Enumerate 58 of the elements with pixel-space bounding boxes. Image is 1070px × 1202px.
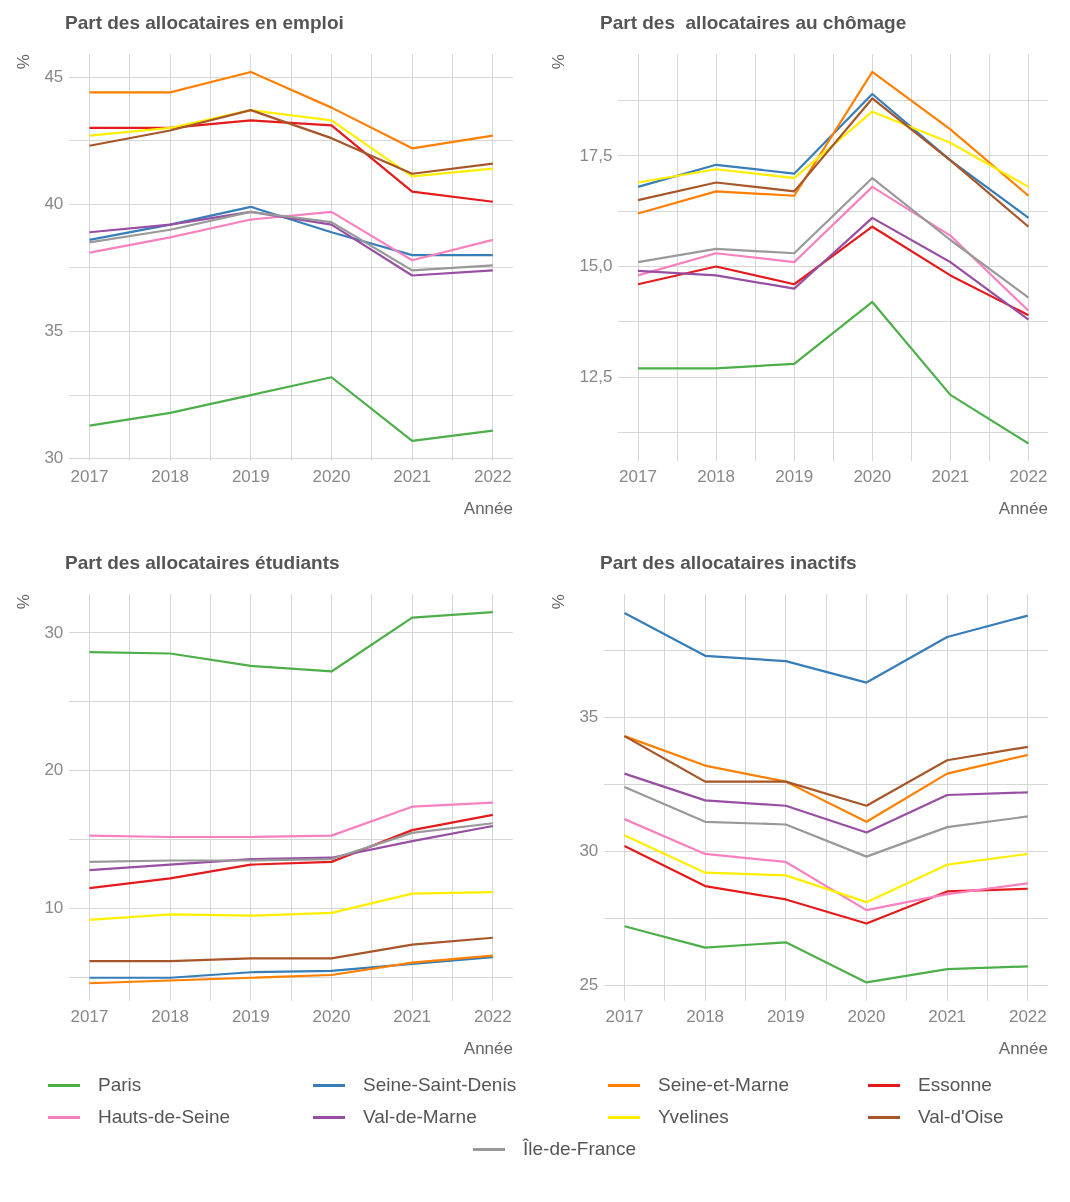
chart-title: Part des allocataires inactifs <box>600 552 858 574</box>
x-tick-label: 2018 <box>151 1007 190 1027</box>
y-axis-title: % <box>13 594 33 610</box>
legend-label: Seine-et-Marne <box>658 1074 789 1096</box>
x-tick-label: 2019 <box>231 467 270 487</box>
y-tick-label: 35 <box>579 707 599 727</box>
y-tick-label: 40 <box>44 193 64 213</box>
y-axis-title: % <box>13 54 33 70</box>
x-axis-title: Année <box>998 499 1048 519</box>
x-tick-label: 2020 <box>312 467 351 487</box>
y-axis-title: % <box>548 594 568 610</box>
y-tick-label: 25 <box>579 974 599 994</box>
legend-label: Paris <box>98 1074 142 1096</box>
y-tick-label: 35 <box>44 321 64 341</box>
x-tick-label: 2018 <box>697 467 736 487</box>
x-tick-label: 2017 <box>70 1007 109 1027</box>
x-axis-title: Année <box>463 499 513 519</box>
x-tick-label: 2017 <box>70 467 109 487</box>
x-tick-label: 2017 <box>619 467 657 487</box>
x-tick-label: 2022 <box>473 1007 512 1027</box>
x-axis-title: Année <box>998 1039 1048 1059</box>
x-tick-label: 2021 <box>393 467 432 487</box>
y-tick-label: 12,5 <box>579 366 613 386</box>
chart-title: Part des allocataires au chômage <box>600 12 908 34</box>
x-tick-label: 2018 <box>686 1007 725 1027</box>
x-tick-label: 2021 <box>928 1007 967 1027</box>
x-tick-label: 2022 <box>473 467 512 487</box>
y-tick-label: 45 <box>44 66 64 86</box>
legend-label: Val-d'Oise <box>918 1106 1004 1128</box>
y-tick-label: 10 <box>44 898 64 918</box>
x-tick-label: 2020 <box>847 1007 886 1027</box>
y-tick-label: 30 <box>579 840 599 860</box>
x-tick-label: 2022 <box>1008 1007 1047 1027</box>
legend-label: Val-de-Marne <box>363 1106 477 1128</box>
x-tick-label: 2020 <box>853 467 892 487</box>
legend-label: Yvelines <box>658 1106 729 1128</box>
chart-title: Part des allocataires en emploi <box>65 12 345 34</box>
legend-label: Essonne <box>918 1074 992 1096</box>
y-tick-label: 30 <box>44 622 64 642</box>
y-tick-label: 20 <box>44 760 64 780</box>
x-tick-label: 2021 <box>393 1007 432 1027</box>
x-tick-label: 2020 <box>312 1007 351 1027</box>
x-tick-label: 2019 <box>231 1007 270 1027</box>
x-tick-label: 2021 <box>931 467 970 487</box>
x-tick-label: 2019 <box>775 467 814 487</box>
x-tick-label: 2022 <box>1009 467 1048 487</box>
y-axis-title: % <box>548 54 568 70</box>
y-tick-label: 15,0 <box>579 256 613 276</box>
x-axis-title: Année <box>463 1039 513 1059</box>
x-tick-label: 2019 <box>766 1007 805 1027</box>
x-tick-label: 2018 <box>151 467 190 487</box>
legend-label: Île-de-France <box>523 1138 636 1160</box>
x-tick-label: 2017 <box>605 1007 644 1027</box>
chart-title: Part des allocataires étudiants <box>65 552 341 574</box>
legend-label: Hauts-de-Seine <box>98 1106 231 1128</box>
y-tick-label: 17,5 <box>579 145 613 165</box>
y-tick-label: 30 <box>44 448 64 468</box>
legend-label: Seine-Saint-Denis <box>363 1074 517 1096</box>
